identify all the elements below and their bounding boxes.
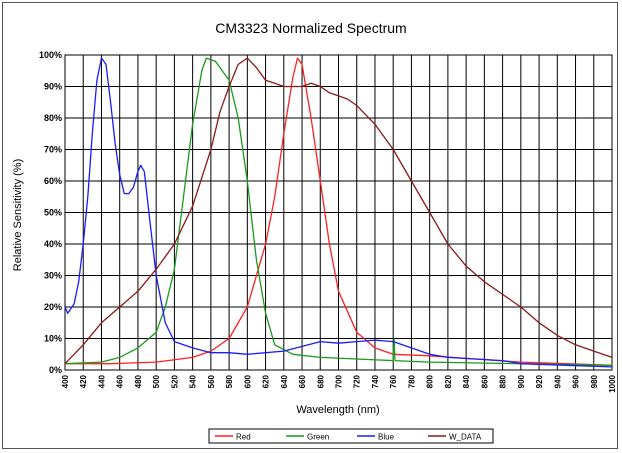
- y-tick-label: 30%: [44, 271, 62, 281]
- x-tick-label: 940: [553, 374, 562, 388]
- x-tick-label: 600: [243, 374, 252, 388]
- series-lines: [64, 57, 613, 368]
- legend: Red Green Blue W_DATA: [208, 428, 494, 444]
- y-tick-label: 0%: [49, 365, 62, 375]
- x-tick-label: 1000: [608, 374, 617, 392]
- x-tick-label: 800: [426, 374, 435, 388]
- x-tick-label: 960: [572, 374, 581, 388]
- y-tick-label: 40%: [44, 239, 62, 249]
- grid-lines: [64, 54, 613, 371]
- legend-label: Green: [307, 433, 329, 442]
- x-tick-label: 420: [79, 374, 88, 388]
- y-axis-label: Relative Sensitivity (%): [12, 159, 24, 271]
- x-tick-label: 980: [590, 374, 599, 388]
- legend-label: Blue: [378, 433, 395, 442]
- x-tick-label: 920: [535, 374, 544, 388]
- x-tick-label: 820: [444, 374, 453, 388]
- series-line-green: [64, 57, 613, 366]
- x-axis-label: Wavelength (nm): [296, 404, 379, 416]
- axis-tick-labels: 400 420 440 460 480 500 520 540 560 580 600 620 640 6…: [39, 50, 617, 393]
- x-tick-label: 500: [152, 374, 161, 388]
- chart-canvas: CM3323 Normalized Spectrum 400 420 440 460 4…: [12, 20, 617, 444]
- y-tick-label: 80%: [44, 113, 62, 123]
- x-tick-label: 480: [134, 374, 143, 388]
- x-tick-label: 880: [499, 374, 508, 388]
- y-tick-label: 70%: [44, 145, 62, 155]
- y-tick-label: 20%: [44, 302, 62, 312]
- x-tick-label: 840: [462, 374, 471, 388]
- series-line-blue: [64, 57, 613, 368]
- x-tick-label: 780: [407, 374, 416, 388]
- x-tick-label: 900: [517, 374, 526, 388]
- y-tick-label: 100%: [39, 50, 62, 60]
- x-tick-label: 640: [280, 374, 289, 388]
- x-tick-label: 460: [116, 374, 125, 388]
- x-tick-label: 680: [316, 374, 325, 388]
- x-tick-label: 580: [225, 374, 234, 388]
- chart-frame: CM3323 Normalized Spectrum 400 420 440 460 4…: [2, 2, 618, 449]
- x-tick-label: 860: [480, 374, 489, 388]
- x-tick-label: 720: [353, 374, 362, 388]
- chart-title: CM3323 Normalized Spectrum: [215, 20, 406, 36]
- y-tick-label: 50%: [44, 208, 62, 218]
- legend-label: W_DATA: [449, 433, 482, 442]
- x-tick-label: 620: [262, 374, 271, 388]
- x-tick-label: 520: [170, 374, 179, 388]
- x-tick-label: 700: [335, 374, 344, 388]
- y-tick-label: 10%: [44, 334, 62, 344]
- series-line-red: [65, 57, 613, 366]
- x-tick-label: 440: [97, 374, 106, 388]
- series-line-w-data: [64, 57, 613, 365]
- x-tick-label: 540: [189, 374, 198, 388]
- x-tick-label: 560: [207, 374, 216, 388]
- y-tick-label: 60%: [44, 176, 62, 186]
- x-tick-label: 400: [61, 374, 70, 388]
- x-tick-label: 740: [371, 374, 380, 388]
- y-tick-label: 90%: [44, 82, 62, 92]
- legend-box: [208, 428, 494, 444]
- x-tick-label: 760: [389, 374, 398, 388]
- x-tick-label: 660: [298, 374, 307, 388]
- legend-label: Red: [236, 433, 251, 442]
